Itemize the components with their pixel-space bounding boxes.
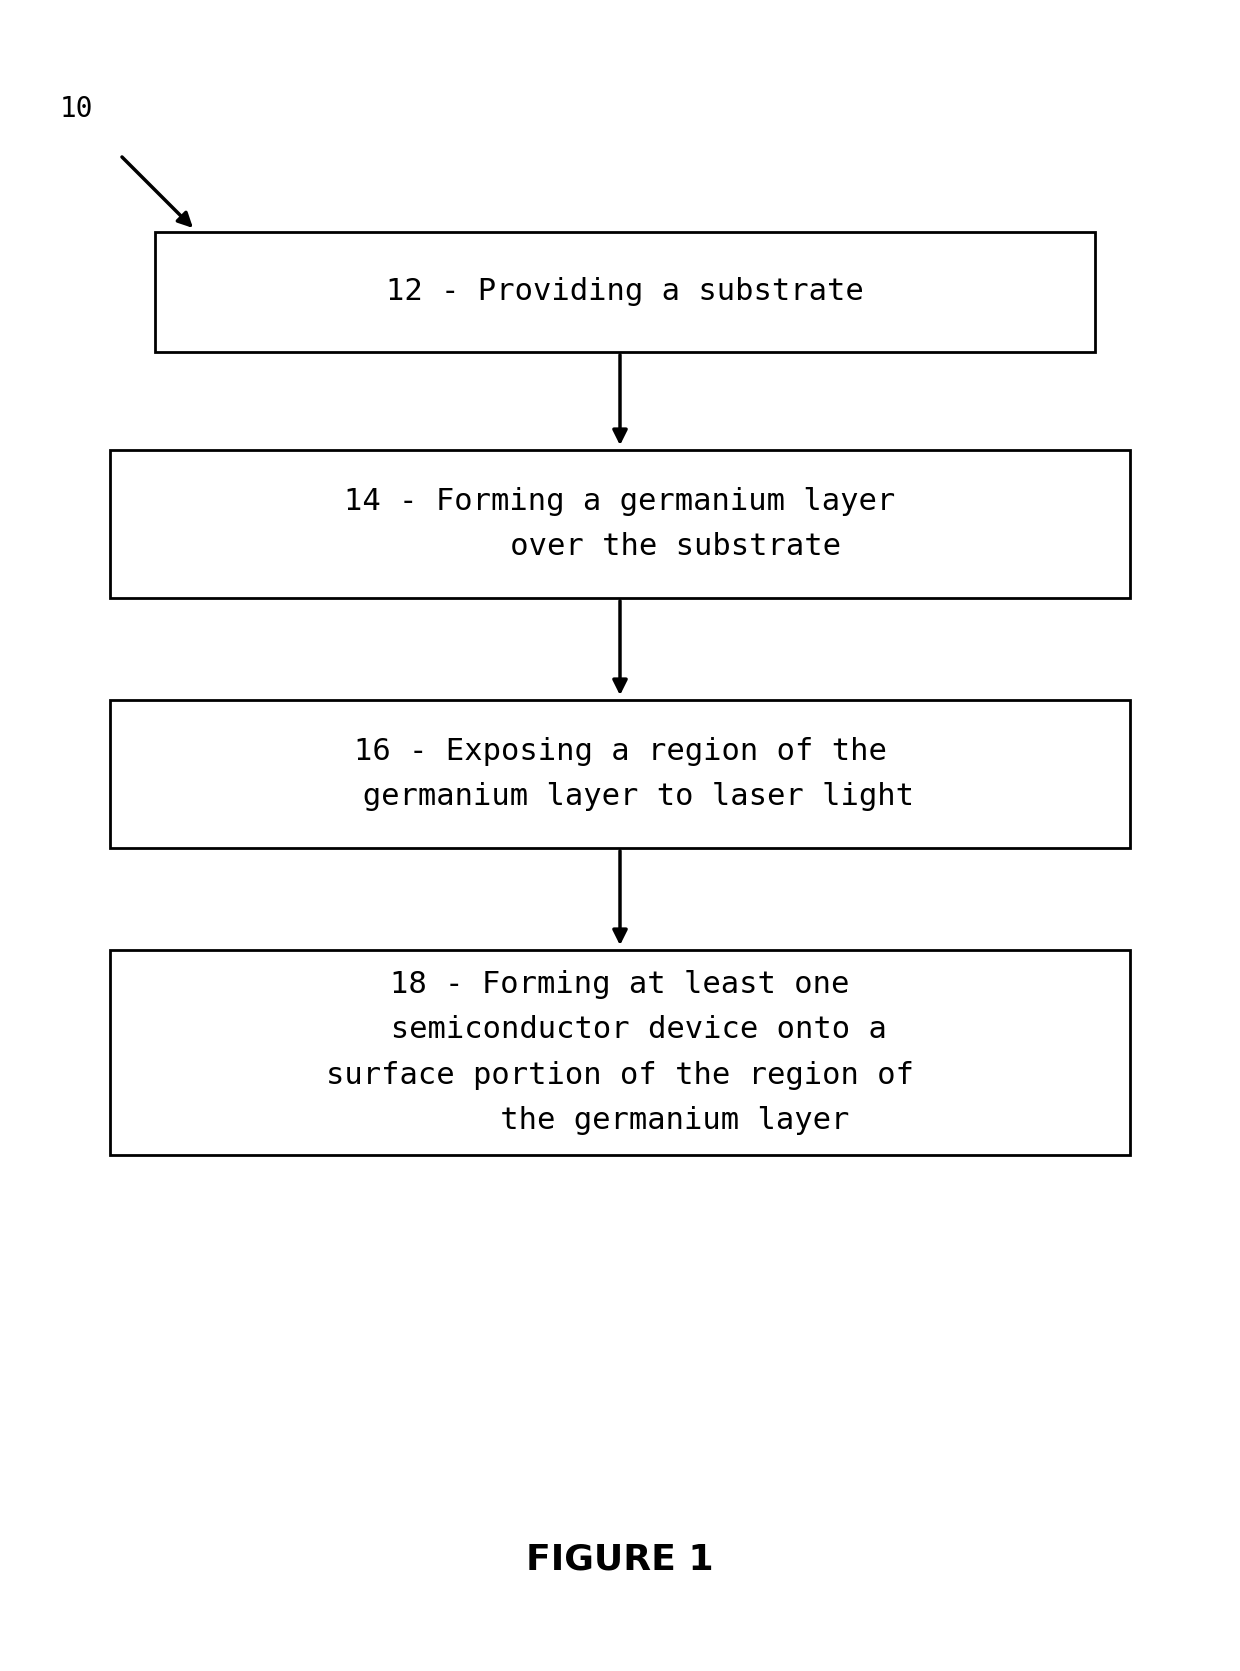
Text: 10: 10 — [60, 95, 93, 124]
Text: 16 - Exposing a region of the
  germanium layer to laser light: 16 - Exposing a region of the germanium … — [326, 737, 914, 810]
Bar — [110, 951, 1130, 1155]
Text: FIGURE 1: FIGURE 1 — [526, 1542, 714, 1577]
Bar — [155, 232, 1095, 353]
Text: 14 - Forming a germanium layer
      over the substrate: 14 - Forming a germanium layer over the … — [345, 486, 895, 561]
Bar — [110, 700, 1130, 847]
Text: 18 - Forming at least one
  semiconductor device onto a
surface portion of the r: 18 - Forming at least one semiconductor … — [326, 971, 914, 1135]
Text: 12 - Providing a substrate: 12 - Providing a substrate — [386, 277, 864, 306]
Bar — [110, 449, 1130, 598]
